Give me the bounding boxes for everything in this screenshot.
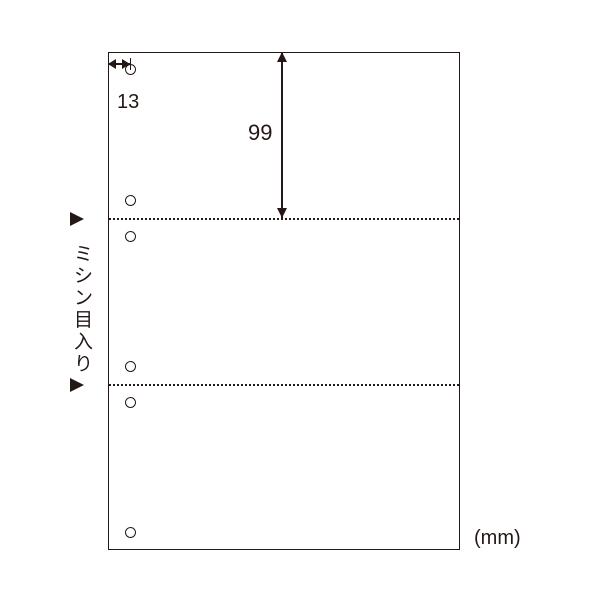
punch-hole-1	[125, 195, 136, 206]
punch-hole-5	[125, 527, 136, 538]
punch-hole-2	[125, 231, 136, 242]
dim-99-arrow-bottom	[277, 208, 287, 218]
dim-13-arrow-right	[122, 59, 130, 69]
dim-99-arrow-top	[277, 52, 287, 62]
perforation-vertical-text: ミシン目入り	[72, 244, 95, 376]
perf-pointer-1	[70, 212, 84, 226]
unit-label: (mm)	[474, 528, 521, 548]
paper-sheet	[108, 52, 460, 550]
dim-13-label: 13	[117, 92, 139, 112]
diagram-stage: 13 99 ミシン目入り (mm)	[0, 0, 600, 600]
dim-99-line	[281, 52, 283, 218]
perforation-line-2	[109, 384, 459, 386]
perforation-line-1	[109, 218, 459, 220]
punch-hole-4	[125, 397, 136, 408]
punch-hole-3	[125, 361, 136, 372]
perf-pointer-2	[70, 378, 84, 392]
dim-99-label: 99	[248, 122, 272, 144]
dim-13-arrow-left	[108, 59, 116, 69]
